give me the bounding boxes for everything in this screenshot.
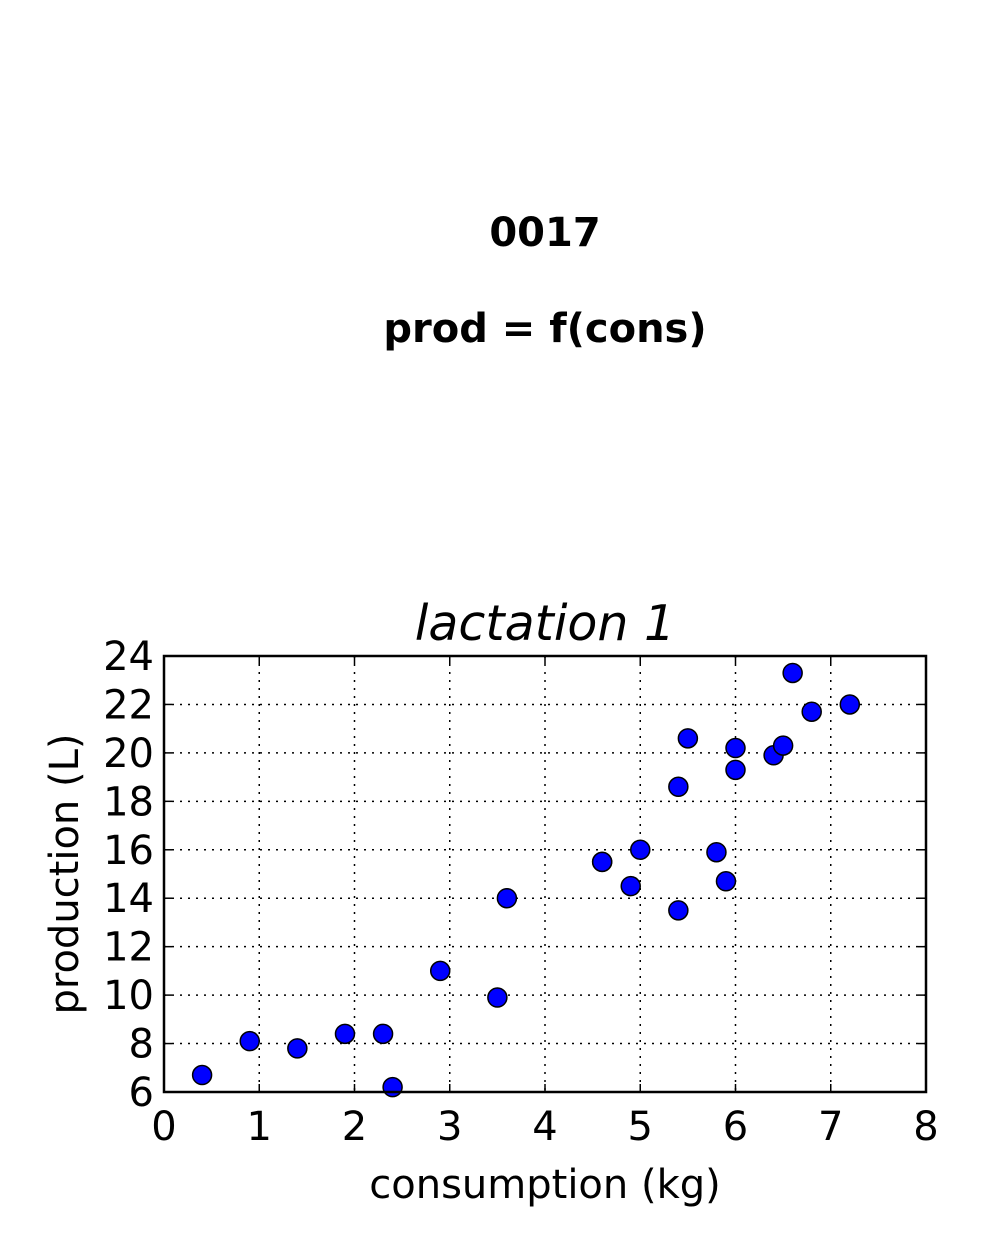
x-tick-label: 4	[532, 1104, 557, 1150]
x-tick-label: 5	[628, 1104, 653, 1150]
figure-formula-title: prod = f(cons)	[383, 306, 707, 352]
scatter-point	[782, 662, 803, 684]
scatter-point	[668, 900, 689, 921]
scatter-point	[429, 960, 451, 982]
x-tick-label: 3	[437, 1104, 462, 1150]
x-tick-label: 1	[247, 1104, 272, 1150]
chart-title: lactation 1	[415, 595, 675, 652]
x-axis-label: consumption (kg)	[369, 1162, 720, 1208]
scatter-point	[772, 735, 794, 756]
y-tick-label: 8	[129, 1022, 154, 1068]
scatter-point	[668, 776, 689, 798]
scatter-point	[620, 875, 641, 897]
scatter-point	[677, 728, 699, 749]
x-tick-label: 7	[818, 1104, 843, 1150]
y-tick-label: 24	[103, 634, 154, 680]
scatter-point	[372, 1023, 394, 1045]
y-axis-label: production (L)	[42, 734, 88, 1015]
scatter-point	[191, 1064, 213, 1086]
scatter-point	[801, 701, 822, 722]
x-tick-label: 8	[913, 1104, 938, 1150]
scatter-point	[725, 737, 746, 759]
data-points	[191, 662, 861, 1098]
scatter-point	[496, 887, 518, 909]
x-tick-label: 0	[151, 1104, 176, 1150]
y-tick-label: 22	[103, 682, 154, 728]
scatter-point	[715, 871, 737, 892]
figure-id-title: 0017	[489, 210, 601, 256]
scatter-point	[706, 841, 727, 863]
x-tick-label: 6	[723, 1104, 748, 1150]
scatter-point	[630, 839, 651, 861]
y-tick-label: 12	[103, 925, 154, 971]
y-tick-label: 14	[103, 876, 154, 922]
scatter-point	[725, 759, 746, 781]
scatter-point	[239, 1030, 260, 1052]
y-tick-label: 16	[103, 828, 154, 874]
y-tick-label: 20	[103, 731, 154, 777]
scatter-point	[287, 1038, 308, 1059]
scatter-point	[382, 1076, 403, 1098]
scatter-point	[591, 851, 613, 873]
scatter-point	[487, 987, 508, 1008]
y-tick-label: 18	[103, 779, 154, 825]
y-tick-label: 10	[103, 973, 154, 1019]
y-tick-label: 6	[129, 1070, 154, 1116]
scatter-point	[334, 1023, 356, 1045]
scatter-point	[839, 694, 861, 715]
x-tick-label: 2	[342, 1104, 367, 1150]
grid-lines	[164, 656, 926, 1092]
